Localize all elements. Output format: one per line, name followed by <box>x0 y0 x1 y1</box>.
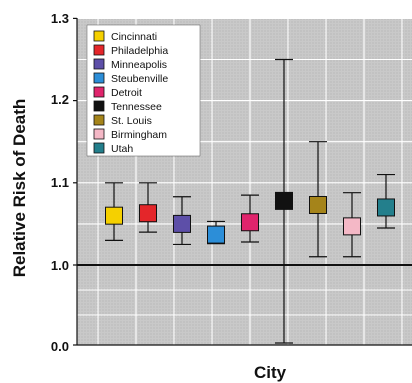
x-axis-title: City <box>254 363 287 382</box>
point-group <box>309 141 327 258</box>
y-tick-label: 1.1 <box>51 175 69 190</box>
y-tick-label: 1.0 <box>51 258 69 273</box>
y-tick-label: 0.0 <box>51 339 69 354</box>
legend-swatch <box>93 72 105 84</box>
point-group <box>377 173 395 229</box>
legend-swatch <box>93 58 105 70</box>
legend-label: Philadelphia <box>111 45 168 57</box>
legend-swatch <box>93 100 105 112</box>
legend-swatch <box>93 86 105 98</box>
point-group <box>241 194 259 243</box>
point-marker <box>377 198 395 217</box>
legend-label: Utah <box>111 143 133 155</box>
point-group <box>173 196 191 246</box>
axes <box>73 17 412 346</box>
legend-label: Tennessee <box>111 101 162 113</box>
point-marker <box>105 206 123 225</box>
legend: Cincinnati Philadelphia Minneapolis Steuben… <box>86 24 201 157</box>
point-marker <box>309 195 327 214</box>
chart-marks <box>105 58 395 344</box>
point-group <box>275 58 293 344</box>
point-marker <box>139 204 157 223</box>
legend-swatch <box>93 30 105 42</box>
legend-label: Detroit <box>111 87 142 99</box>
point-marker <box>207 225 225 244</box>
legend-label: Minneapolis <box>111 59 167 71</box>
legend-label: Cincinnati <box>111 31 157 43</box>
legend-swatch <box>93 44 105 56</box>
legend-swatch <box>93 142 105 154</box>
legend-label: Steubenville <box>111 73 168 85</box>
y-tick-label: 1.3 <box>51 11 69 26</box>
legend-label: Birmingham <box>111 129 167 141</box>
point-group <box>139 182 157 233</box>
legend-label: St. Louis <box>111 115 152 127</box>
legend-swatch <box>93 114 105 126</box>
point-group <box>207 220 225 245</box>
y-axis-title: Relative Risk of Death <box>10 99 29 278</box>
legend-swatch <box>93 128 105 140</box>
point-marker <box>275 191 293 210</box>
point-group <box>105 182 123 241</box>
y-tick-label: 1.2 <box>51 92 69 107</box>
point-marker <box>241 213 259 232</box>
legend-box <box>86 24 201 157</box>
point-group <box>343 192 361 258</box>
point-marker <box>343 217 361 236</box>
point-marker <box>173 214 191 233</box>
y-tick-labels: 0.0 1.0 1.1 1.2 1.3 <box>51 11 69 354</box>
